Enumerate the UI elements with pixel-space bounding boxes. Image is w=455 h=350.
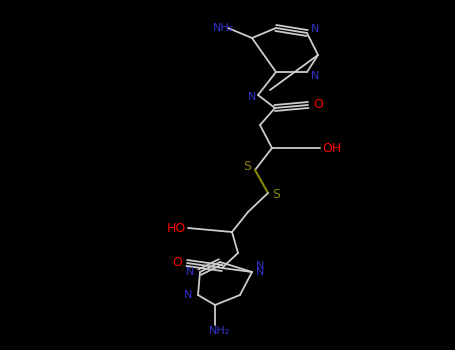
Text: OH: OH [323, 141, 342, 154]
Text: N: N [311, 71, 319, 81]
Text: N: N [256, 261, 264, 271]
Text: N: N [248, 92, 256, 102]
Text: S: S [243, 160, 251, 173]
Text: O: O [172, 257, 182, 270]
Text: N: N [184, 290, 192, 300]
Text: NH₂: NH₂ [213, 23, 235, 33]
Text: NH₂: NH₂ [209, 326, 231, 336]
Text: O: O [313, 98, 323, 112]
Text: S: S [272, 189, 280, 202]
Text: N: N [311, 24, 319, 34]
Text: N: N [186, 267, 194, 277]
Text: N: N [256, 267, 264, 277]
Text: HO: HO [167, 222, 186, 235]
